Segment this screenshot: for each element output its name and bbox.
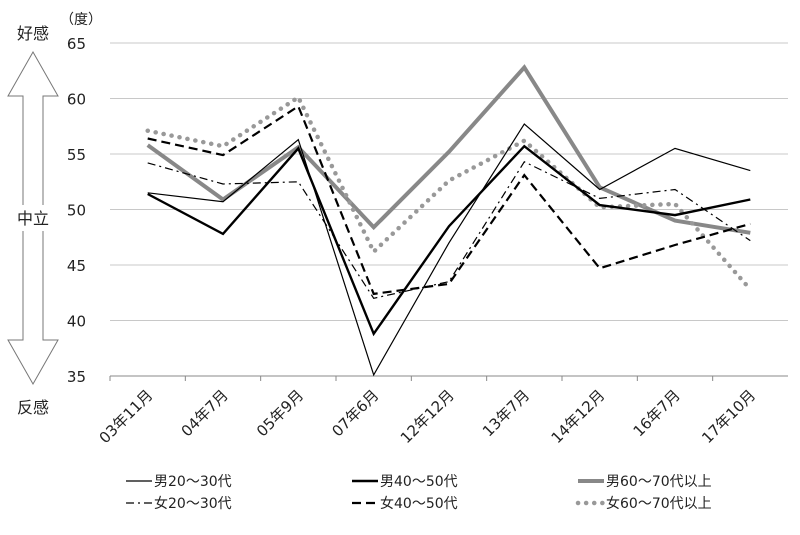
unit-label: （度） — [60, 12, 102, 28]
series-line-2 — [147, 144, 751, 337]
x-tick-label: 17年10月 — [698, 386, 759, 447]
series-lines — [145, 64, 753, 377]
legend-label: 男20〜30代 — [154, 474, 232, 490]
y-axis-ticks: 35 40 45 50 55 60 65 — [67, 35, 86, 386]
y-tick-label: 45 — [67, 257, 86, 275]
x-tick-label: 05年9月 — [253, 386, 307, 440]
y-tick-label: 65 — [67, 35, 86, 53]
sentiment-arrow: 好感 中立 反感 — [7, 24, 59, 417]
x-tick-label: 13年7月 — [479, 386, 533, 440]
legend-label: 女60〜70代以上 — [606, 495, 712, 512]
y-tick-label: 35 — [67, 368, 86, 386]
y-tick-label: 55 — [67, 146, 86, 164]
series-line-4 — [147, 161, 751, 299]
label-unfavorable: 反感 — [17, 398, 49, 417]
x-tick-label: 16年7月 — [630, 386, 684, 440]
legend-label: 女40〜50代 — [380, 495, 458, 512]
x-tick-label: 04年7月 — [178, 386, 232, 440]
legend-label: 男60〜70代以上 — [606, 474, 712, 490]
y-tick-label: 40 — [67, 313, 86, 331]
y-tick-label: 60 — [67, 91, 86, 109]
series-line-5 — [147, 104, 751, 296]
grid-lines — [110, 42, 788, 377]
x-tick-label: 14年12月 — [548, 386, 609, 447]
series-line-6 — [145, 94, 753, 292]
series-line-3 — [146, 64, 751, 235]
label-favorable: 好感 — [17, 24, 49, 43]
legend-label: 男40〜50代 — [380, 474, 458, 490]
x-axis-ticks: 03年11月 04年7月 05年9月 07年6月 12年12月 13年7月 14年12月 16… — [96, 376, 759, 447]
x-tick-label: 03年11月 — [96, 386, 157, 447]
label-neutral: 中立 — [17, 209, 49, 228]
legend-label: 女20〜30代 — [154, 495, 232, 512]
x-tick-label: 12年12月 — [397, 386, 458, 447]
y-tick-label: 50 — [67, 202, 86, 220]
series-line-1 — [147, 123, 751, 377]
x-tick-label: 07年6月 — [328, 386, 382, 440]
